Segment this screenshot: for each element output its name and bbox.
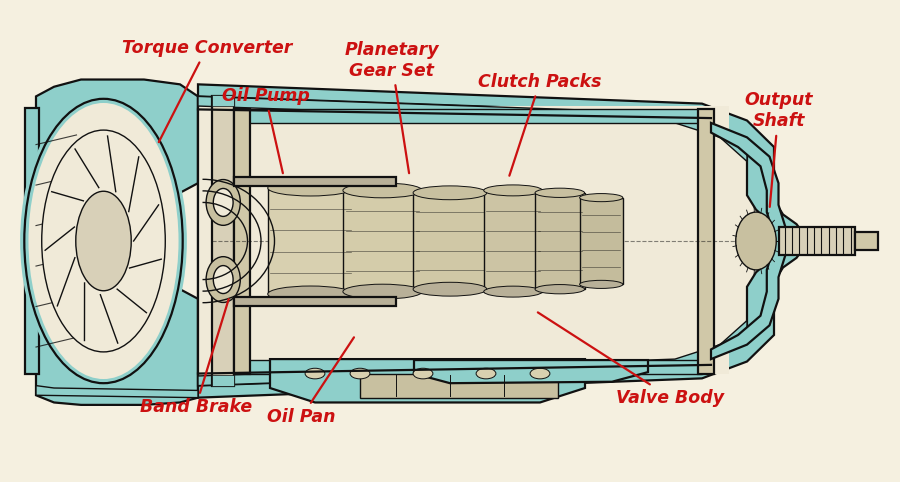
Ellipse shape	[213, 266, 233, 294]
Polygon shape	[198, 96, 747, 161]
Ellipse shape	[206, 256, 240, 303]
Bar	[212, 96, 234, 386]
Bar	[698, 109, 714, 374]
Bar	[535, 193, 585, 289]
Ellipse shape	[413, 186, 487, 200]
Polygon shape	[711, 123, 788, 359]
Bar	[212, 375, 234, 386]
Text: Band Brake: Band Brake	[140, 299, 252, 416]
Circle shape	[413, 368, 433, 379]
Bar	[343, 190, 422, 292]
Text: Torque Converter: Torque Converter	[122, 39, 292, 142]
Bar	[234, 297, 396, 306]
Circle shape	[305, 368, 325, 379]
Ellipse shape	[580, 281, 623, 288]
Bar	[360, 374, 558, 398]
Ellipse shape	[535, 284, 585, 294]
Ellipse shape	[76, 191, 131, 291]
Bar	[778, 227, 855, 255]
Polygon shape	[198, 96, 774, 386]
Ellipse shape	[268, 180, 353, 196]
Bar	[234, 360, 702, 374]
Ellipse shape	[343, 284, 422, 299]
Ellipse shape	[41, 130, 166, 352]
Polygon shape	[270, 359, 585, 402]
Text: Planetary
Gear Set: Planetary Gear Set	[344, 41, 439, 173]
Ellipse shape	[580, 194, 623, 201]
Bar	[484, 190, 542, 292]
Ellipse shape	[484, 286, 542, 297]
Polygon shape	[36, 80, 198, 405]
Bar	[580, 198, 623, 284]
Bar	[234, 109, 702, 123]
Ellipse shape	[535, 188, 585, 198]
Text: Oil Pump: Oil Pump	[221, 87, 310, 173]
Polygon shape	[198, 84, 806, 398]
Ellipse shape	[736, 212, 776, 270]
Bar	[855, 232, 878, 250]
Ellipse shape	[213, 188, 233, 216]
Bar	[234, 177, 396, 186]
Polygon shape	[36, 386, 198, 398]
Circle shape	[530, 368, 550, 379]
Bar	[413, 193, 487, 289]
Ellipse shape	[24, 99, 183, 383]
Polygon shape	[198, 321, 747, 386]
Bar	[268, 188, 353, 294]
Ellipse shape	[343, 183, 422, 198]
Text: Output
Shaft: Output Shaft	[744, 92, 813, 207]
Bar	[25, 108, 39, 374]
Circle shape	[350, 368, 370, 379]
Circle shape	[476, 368, 496, 379]
Bar	[212, 95, 234, 106]
Text: Valve Body: Valve Body	[538, 312, 724, 407]
Bar	[234, 106, 729, 374]
Bar	[234, 109, 250, 374]
Polygon shape	[414, 360, 648, 383]
Ellipse shape	[484, 185, 542, 196]
Text: Clutch Packs: Clutch Packs	[478, 73, 602, 176]
Text: Oil Pan: Oil Pan	[267, 337, 354, 426]
Ellipse shape	[268, 286, 353, 302]
Ellipse shape	[413, 282, 487, 296]
Ellipse shape	[206, 180, 240, 225]
